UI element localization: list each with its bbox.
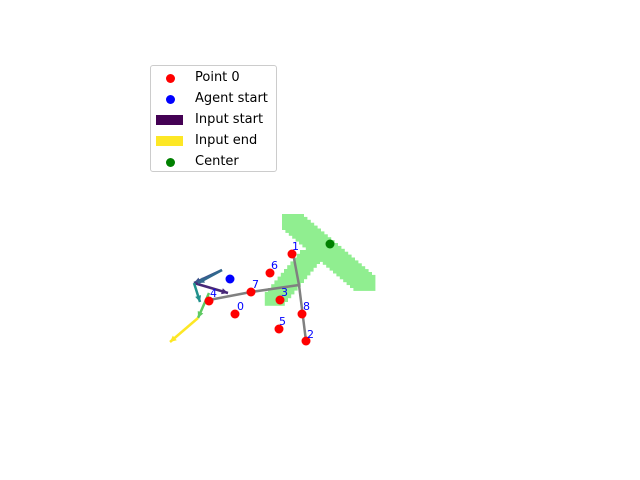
center-marker bbox=[325, 239, 335, 249]
legend-label: Point 0 bbox=[195, 70, 240, 85]
point-marker bbox=[230, 309, 240, 319]
point-marker bbox=[204, 296, 214, 306]
arrowhead-icon bbox=[221, 288, 228, 295]
arrowhead-icon bbox=[195, 295, 202, 302]
point-marker bbox=[246, 287, 256, 297]
point-label: 5 bbox=[279, 315, 286, 328]
point-labels-layer: 0 1 2 3 4 5 67 8 bbox=[210, 240, 314, 341]
legend-label: Input end bbox=[195, 133, 258, 148]
region-shape bbox=[264, 214, 376, 306]
input-arrows bbox=[169, 268, 229, 343]
legend: Point 0 Agent start Input start Input en… bbox=[150, 65, 277, 172]
point-marker bbox=[274, 324, 284, 334]
arrowhead-icon bbox=[170, 335, 177, 342]
legend-dot-red bbox=[166, 74, 175, 83]
point-marker bbox=[287, 249, 297, 259]
point-label: 3 bbox=[281, 286, 288, 299]
legend-dot-blue bbox=[166, 95, 175, 104]
point-marker bbox=[297, 309, 307, 319]
legend-item-agent-start: Agent start bbox=[151, 89, 276, 109]
arrowhead-icon bbox=[198, 277, 205, 283]
arrowhead-icon bbox=[197, 311, 204, 318]
point-label: 1 bbox=[292, 240, 299, 253]
legend-dot-green bbox=[166, 158, 175, 167]
point-label: 8 bbox=[303, 300, 310, 313]
legend-swatch-yellow bbox=[156, 136, 183, 146]
point-marker bbox=[275, 295, 285, 305]
legend-label: Center bbox=[195, 154, 239, 169]
region-cell bbox=[353, 274, 376, 291]
legend-item-input-start: Input start bbox=[151, 110, 276, 130]
legend-swatch-purple bbox=[156, 115, 183, 125]
agent-start-marker bbox=[225, 274, 235, 284]
point-label: 0 bbox=[237, 300, 244, 313]
point-marker bbox=[301, 336, 311, 346]
legend-item-point-0: Point 0 bbox=[151, 68, 276, 88]
point-label: 7 bbox=[252, 278, 259, 291]
point-label: 4 bbox=[210, 287, 217, 300]
point-marker bbox=[265, 268, 275, 278]
legend-item-input-end: Input end bbox=[151, 131, 276, 151]
point-label: 6 bbox=[271, 259, 278, 272]
legend-item-center: Center bbox=[151, 152, 276, 172]
legend-label: Input start bbox=[195, 112, 264, 127]
point-label: 2 bbox=[307, 328, 314, 341]
legend-label: Agent start bbox=[195, 91, 268, 106]
points-layer bbox=[204, 249, 311, 346]
